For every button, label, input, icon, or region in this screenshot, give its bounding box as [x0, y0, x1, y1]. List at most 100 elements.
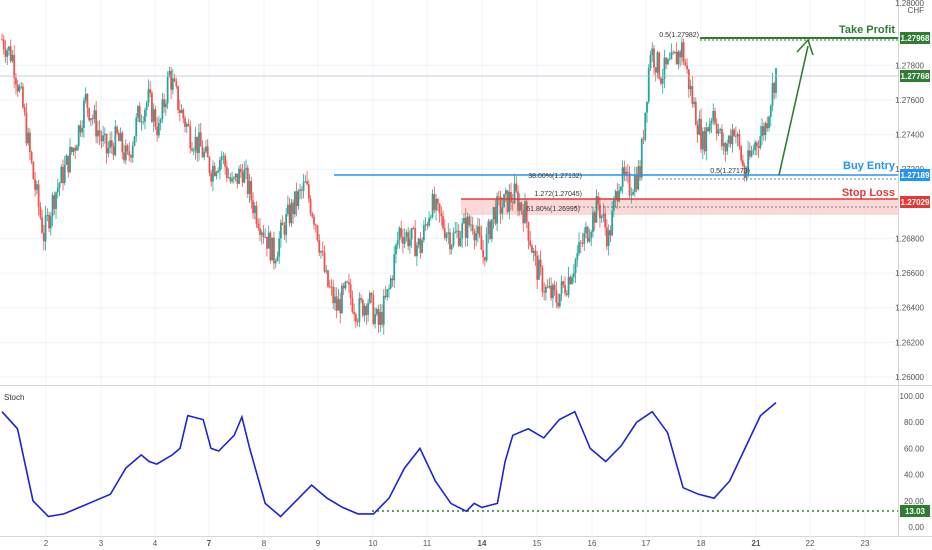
candle	[583, 227, 586, 251]
candle	[302, 173, 305, 199]
candle	[393, 246, 396, 288]
candle	[344, 280, 347, 291]
candle	[110, 131, 113, 155]
candle	[199, 122, 202, 147]
svg-text:1.27768: 1.27768	[901, 72, 930, 81]
candle	[682, 38, 685, 66]
candle	[95, 101, 98, 144]
candle	[159, 117, 162, 131]
candle	[124, 139, 127, 165]
candle	[194, 126, 197, 160]
candle	[733, 127, 736, 138]
candle	[590, 229, 593, 246]
candle	[391, 275, 394, 287]
candle	[757, 140, 760, 159]
take-profit-label: Take Profit	[839, 24, 895, 36]
candle	[445, 231, 448, 242]
candle	[482, 240, 485, 264]
candle	[48, 211, 50, 232]
candle	[625, 166, 627, 182]
price-tick-1: 1.27600	[895, 96, 924, 105]
time-tick-14: 14	[478, 539, 487, 548]
stoch-tick-3: 40.00	[904, 471, 925, 480]
candle	[300, 186, 303, 200]
candle	[520, 201, 523, 215]
candle	[743, 163, 746, 182]
candle	[334, 287, 336, 311]
candle	[747, 140, 750, 178]
candle	[522, 204, 525, 232]
candle	[735, 126, 737, 144]
candle	[185, 121, 188, 133]
candle	[668, 52, 671, 61]
candle	[192, 147, 195, 156]
candle	[280, 219, 282, 248]
candle	[210, 170, 213, 187]
candle	[754, 139, 756, 156]
candle	[151, 90, 153, 124]
candle	[452, 227, 455, 248]
candle	[464, 208, 467, 248]
candle	[515, 175, 518, 194]
time-tick-labels: 2 3 4 7 8 9 10 11 14 15 16 17 18 21 22 23	[44, 539, 870, 548]
candle	[201, 140, 204, 158]
candle	[748, 142, 751, 160]
candle	[285, 207, 288, 243]
time-axis[interactable]: 2 3 4 7 8 9 10 11 14 15 16 17 18 21 22 23	[0, 536, 932, 549]
candle	[131, 141, 134, 163]
candle	[60, 164, 63, 184]
price-axis[interactable]: 1.28000 CHF 1.278001.276001.274001.27200…	[895, 0, 930, 536]
candle	[490, 219, 493, 243]
candle	[696, 120, 699, 143]
candle	[217, 167, 220, 174]
candle	[773, 81, 776, 100]
svg-text:13.03: 13.03	[905, 507, 926, 516]
candle	[112, 142, 115, 160]
candle	[166, 71, 169, 109]
stoch-value-tag: 13.03	[900, 505, 930, 517]
candle	[288, 197, 291, 227]
candle	[189, 120, 192, 154]
candle	[750, 145, 753, 158]
candle	[335, 287, 338, 319]
candle	[621, 160, 624, 194]
candle	[152, 103, 155, 132]
candle	[342, 282, 345, 296]
time-tick-16: 16	[588, 539, 597, 548]
candle	[307, 179, 310, 203]
candle	[477, 217, 479, 243]
candle	[595, 189, 598, 223]
fib-382-note: 38.00%(1.27132)	[528, 173, 582, 180]
stoch-pane[interactable]: Stoch	[1, 393, 898, 518]
candle	[332, 279, 335, 310]
candle	[23, 103, 26, 117]
candle	[281, 215, 284, 226]
candle	[74, 144, 77, 159]
candle	[49, 212, 52, 236]
candle	[553, 280, 556, 296]
candle	[177, 85, 179, 114]
candle	[227, 168, 230, 179]
candle	[759, 125, 762, 150]
candle	[46, 208, 49, 222]
price-pane[interactable]: Take Profit 0.5(1.27982) Buy Entry 0.5(1…	[0, 0, 899, 536]
candle	[328, 279, 331, 289]
candle	[635, 167, 638, 193]
candle	[550, 277, 553, 301]
candle	[313, 213, 315, 230]
stoch-tick-4: 20.00	[904, 497, 925, 506]
candle	[653, 44, 655, 75]
candle	[365, 303, 368, 325]
candle	[37, 179, 40, 216]
candle	[501, 197, 504, 220]
candle	[178, 99, 181, 122]
time-tick-23: 23	[861, 539, 870, 548]
candle	[212, 160, 214, 192]
candle	[105, 133, 108, 164]
candle	[607, 224, 610, 256]
time-tick-22: 22	[806, 539, 815, 548]
horizontal-grid	[0, 64, 898, 378]
candle	[35, 180, 38, 195]
candle	[524, 192, 526, 224]
candle	[353, 303, 356, 322]
